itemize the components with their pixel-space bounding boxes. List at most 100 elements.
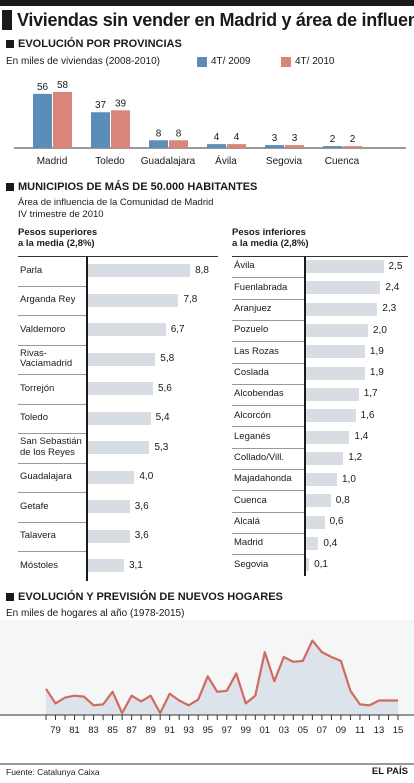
row-divider bbox=[232, 383, 304, 385]
legend-swatch-2010 bbox=[281, 57, 291, 67]
municipio-bar bbox=[88, 264, 191, 278]
municipio-label: Coslada bbox=[234, 366, 269, 378]
municipio-label: Talavera bbox=[20, 530, 56, 541]
right-heading-line1: Pesos inferiores bbox=[232, 227, 306, 238]
municipio-label: Majadahonda bbox=[234, 473, 292, 485]
municipio-bar bbox=[88, 382, 153, 396]
bar-cuenca-2009 bbox=[323, 146, 342, 148]
municipio-label: Alcorcón bbox=[234, 409, 271, 421]
municipio-bar bbox=[88, 293, 179, 307]
x-tick-label: 79 bbox=[50, 725, 61, 736]
municipio-label: Alcalá bbox=[234, 516, 260, 527]
municipio-label: Torrejón bbox=[20, 382, 55, 394]
municipio-value: 7,8 bbox=[183, 294, 198, 306]
bar-value-label: 56 bbox=[37, 82, 49, 93]
municipio-bar bbox=[306, 324, 368, 338]
municipio-value: 0,6 bbox=[329, 516, 344, 528]
x-tick-label: 89 bbox=[145, 725, 156, 736]
x-tick-label: 97 bbox=[221, 725, 232, 736]
municipio-label: Parla bbox=[20, 264, 43, 276]
bar-segovia-2009 bbox=[265, 145, 284, 148]
brand-logo: EL PAÍS bbox=[371, 766, 408, 777]
row-divider bbox=[18, 374, 86, 375]
municipio-value: 3,1 bbox=[128, 559, 143, 571]
municipio-label: Pozuelo bbox=[234, 324, 269, 336]
row-divider bbox=[232, 362, 304, 364]
municipio-label: Arganda Rey bbox=[20, 294, 76, 305]
row-divider bbox=[232, 319, 304, 321]
row-divider bbox=[232, 405, 304, 407]
municipio-bar bbox=[306, 387, 359, 401]
municipio-label: Móstoles bbox=[20, 559, 59, 571]
bar-toledo-2010 bbox=[111, 110, 130, 148]
section-marker bbox=[6, 40, 14, 48]
row-divider bbox=[18, 433, 86, 434]
x-tick-label: 95 bbox=[202, 725, 213, 736]
x-tick-label: 99 bbox=[240, 725, 251, 736]
municipio-bar bbox=[88, 470, 135, 484]
category-label: Segovia bbox=[266, 156, 303, 167]
right-heading-line2: a la media (2,8%) bbox=[232, 238, 309, 249]
row-divider bbox=[232, 341, 304, 343]
municipio-label: Getafe bbox=[20, 500, 49, 512]
section-provincias-title: EVOLUCIÓN POR PROVINCIAS bbox=[6, 38, 182, 50]
category-label: Guadalajara bbox=[141, 156, 196, 167]
right-panel-heading: Pesos inferiores a la media (2,8%) bbox=[232, 227, 309, 249]
row-divider bbox=[232, 532, 304, 534]
row-divider bbox=[232, 447, 304, 449]
municipio-bar bbox=[306, 302, 378, 316]
row-divider bbox=[18, 315, 86, 316]
category-label: Toledo bbox=[95, 156, 125, 167]
legend-swatch-2009 bbox=[197, 57, 207, 67]
left-heading-line1: Pesos superiores bbox=[18, 227, 98, 238]
municipios-subtitle-1: Área de influencia de la Comunidad de Ma… bbox=[18, 197, 214, 208]
municipio-value: 2,5 bbox=[388, 260, 403, 272]
municipio-value: 1,9 bbox=[369, 367, 384, 379]
row-divider bbox=[18, 285, 86, 287]
hogares-area-chart: 79 81 83 85 87 89 91 93 95 97 99 01 03 05 07 09 11 13 15 bbox=[0, 620, 414, 765]
municipio-label: Fuenlabrada bbox=[234, 281, 288, 293]
municipio-value: 1,9 bbox=[369, 345, 384, 357]
municipio-value: 0,1 bbox=[314, 558, 328, 570]
bar-guadalajara-2010 bbox=[169, 140, 188, 148]
municipio-bar bbox=[88, 352, 156, 366]
panel-top-rule bbox=[18, 256, 218, 257]
x-tick-label: 13 bbox=[374, 725, 385, 736]
x-tick-label: 07 bbox=[317, 725, 328, 736]
category-label: Ávila bbox=[215, 154, 237, 167]
section-marker bbox=[6, 183, 14, 191]
municipio-label: Cuenca bbox=[234, 494, 267, 506]
municipio-bar bbox=[306, 409, 356, 423]
legend-label-2010: 4T/ 2010 bbox=[295, 56, 335, 67]
bar-segovia-2010 bbox=[285, 145, 304, 148]
municipio-value: 8,8 bbox=[195, 264, 209, 276]
bar-madrid-2010 bbox=[53, 91, 72, 148]
municipio-bar bbox=[88, 411, 151, 425]
municipio-bar bbox=[306, 366, 365, 380]
municipio-label: Leganés bbox=[234, 430, 271, 442]
hogares-subtitle: En miles de hogares al año (1978-2015) bbox=[6, 608, 185, 619]
municipio-label: Aranjuez bbox=[234, 303, 272, 314]
row-divider bbox=[232, 554, 304, 556]
municipio-label: Las Rozas bbox=[234, 345, 279, 357]
municipio-label: Collado/Vill. bbox=[234, 452, 284, 464]
municipio-bar bbox=[306, 260, 384, 274]
x-tick-label: 01 bbox=[260, 725, 271, 736]
bar-value-label: 2 bbox=[350, 134, 356, 145]
municipio-label: Toledo bbox=[20, 412, 48, 423]
municipio-bar bbox=[306, 473, 337, 487]
municipio-label: Segovia bbox=[234, 558, 269, 570]
bar-toledo-2009 bbox=[91, 112, 110, 148]
municipio-value: 1,4 bbox=[354, 431, 369, 443]
x-tick-label: 15 bbox=[393, 725, 404, 736]
municipio-label: Ávila bbox=[234, 260, 255, 272]
row-divider bbox=[232, 298, 304, 300]
bar-value-label: 3 bbox=[272, 133, 278, 144]
municipio-label: San Sebastián de los Reyes bbox=[20, 436, 82, 458]
area-fill bbox=[46, 640, 398, 715]
panel-top-rule bbox=[232, 256, 408, 257]
municipio-bar bbox=[88, 559, 124, 573]
municipio-value: 1,6 bbox=[360, 409, 375, 421]
page-title-text: Viviendas sin vender en Madrid y área de… bbox=[17, 9, 414, 30]
bar-value-label: 58 bbox=[57, 80, 69, 91]
